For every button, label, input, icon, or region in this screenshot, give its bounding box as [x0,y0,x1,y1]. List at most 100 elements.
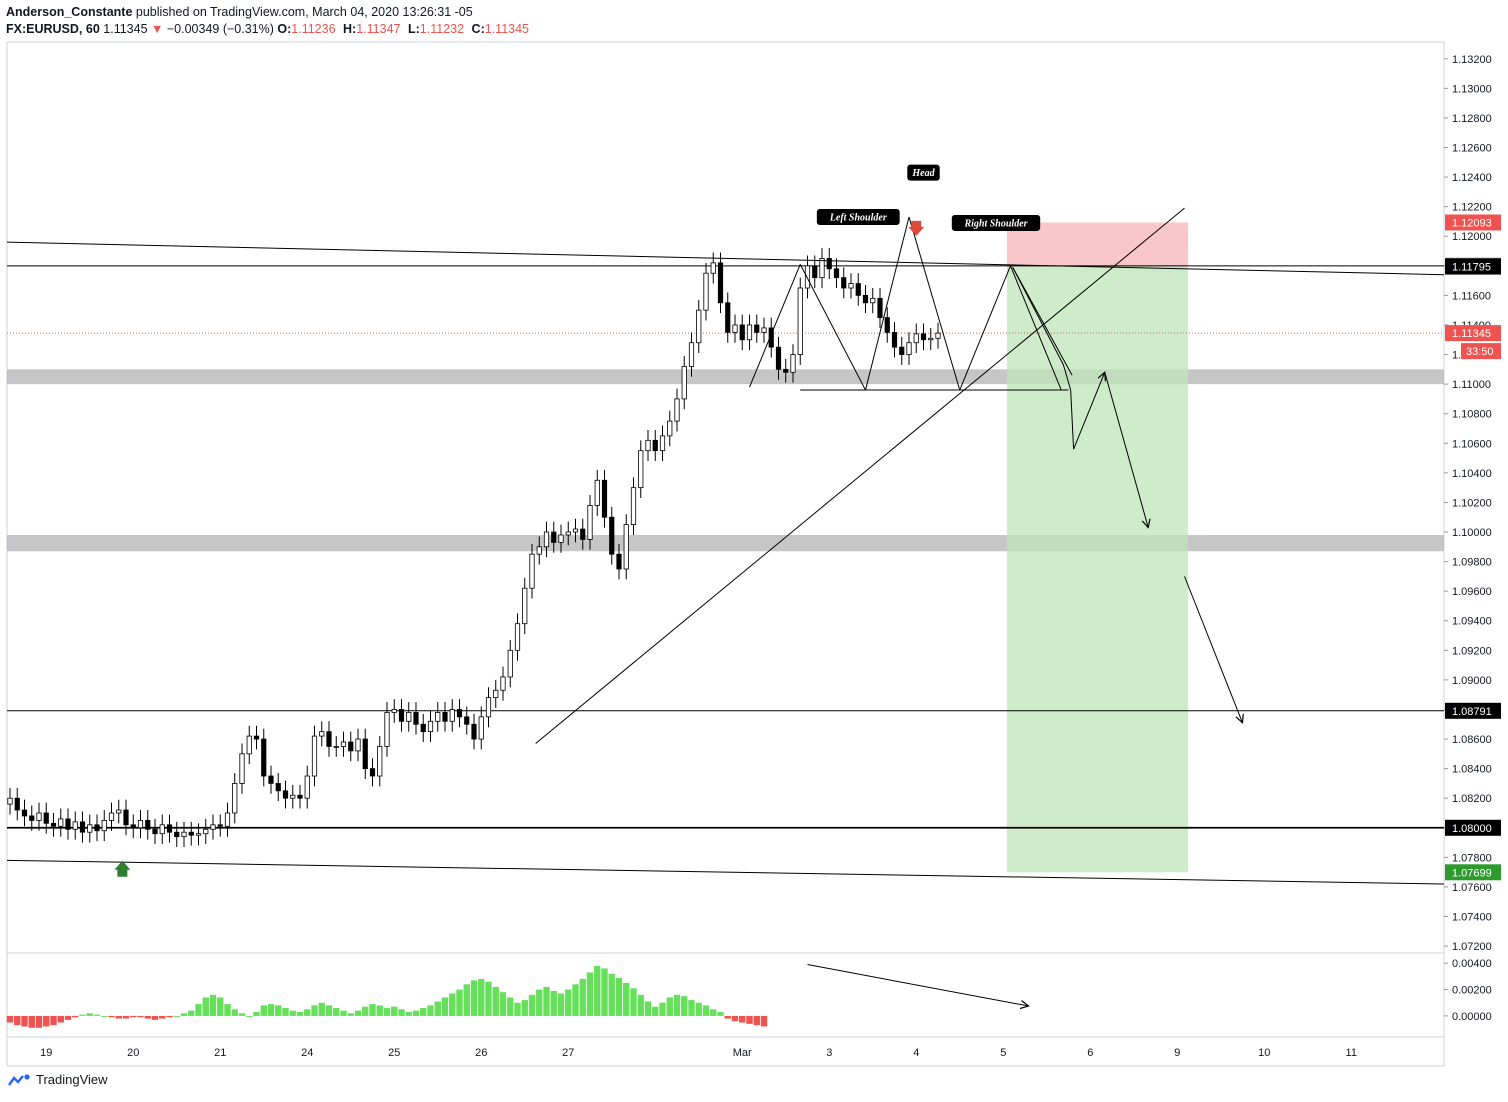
low-value: 1.11232 [419,22,465,36]
candle-body [348,741,354,752]
oscillator-bar [579,979,586,1016]
candle-body [427,720,434,733]
publish-line: Anderson_Constante published on TradingV… [6,4,533,21]
price-tick-label: 1.09600 [1452,586,1492,598]
candle-body [239,753,245,784]
oscillator-bar [405,1011,412,1016]
candle-body [870,297,876,304]
price-tick-label: 1.10200 [1452,497,1492,509]
candle-body [551,531,557,543]
oscillator-bar [50,1015,57,1026]
price-badge-bg-5 [1445,819,1501,836]
oscillator-bar [521,1000,528,1016]
projection-path-1 [1062,364,1072,391]
time-tick-label: 20 [127,1047,139,1059]
oscillator-bar [369,1004,376,1016]
pattern-label-0: Left Shoulder [829,213,887,224]
oscillator-bar [166,1015,173,1018]
symbol-label[interactable]: FX:EURUSD, 60 [6,22,100,36]
candle-body [739,324,745,341]
divergence-line [807,964,1029,1007]
rising-trendline [535,207,1185,744]
candle-body [108,812,115,821]
candle-body [391,709,397,713]
oscillator-bar [318,1002,325,1016]
time-tick-label: 3 [826,1047,832,1059]
price-badge-bg-3 [1445,325,1501,342]
oscillator-bar [79,1014,86,1016]
price-tick-label: 1.07600 [1452,882,1492,894]
price-tick-label: 1.07400 [1452,912,1492,924]
oscillator-bar [572,984,579,1016]
oscillator-bar [376,1005,383,1016]
oscillator-bar [108,1015,115,1018]
candle-body [232,783,238,814]
price-badge-5: 1.08000 [1452,823,1492,835]
candle-body [384,712,390,747]
price-tick-label: 1.09400 [1452,616,1492,628]
oscillator-bar [536,989,543,1016]
oscillator-bar [275,1005,282,1016]
candle-body [159,824,165,835]
candle-body [333,746,339,748]
oscillator-bar [528,994,536,1016]
price-badge-0: 1.12093 [1452,217,1492,229]
candle-body [703,272,709,311]
pattern-label-bg-0 [816,209,900,226]
oscillator-bar [427,1005,434,1016]
pattern-line-3 [908,216,961,391]
oscillator-bar [673,994,681,1016]
price-badge-bg-6 [1445,864,1501,881]
price-tick-label: 1.12600 [1452,143,1492,155]
candle-body [217,824,223,827]
oscillator-bar [710,1009,717,1016]
candle-body [848,283,854,289]
time-tick-label: 26 [475,1047,487,1059]
candle-body [478,716,484,740]
candle-body [449,709,455,722]
candle-body [659,435,666,452]
candle-body [420,723,426,733]
oscillator-bar [260,1005,267,1016]
candle-body [36,812,42,821]
candle-body [123,809,129,826]
tradingview-brand[interactable]: TradingView [36,1072,108,1087]
up-arrow-icon [114,860,131,877]
candle-body [290,794,296,799]
candle-body [630,487,637,526]
oscillator-bar [702,1005,710,1016]
candle-body [174,831,180,838]
candles [7,248,941,848]
candle-body [50,822,57,827]
time-tick-label: 6 [1087,1047,1093,1059]
candle-body [594,479,600,506]
candle-body [340,741,347,747]
candle-body [746,324,753,341]
candle-body [609,516,615,555]
candle-body [326,731,332,747]
final-target-arrow [1184,576,1243,722]
candle-body [790,354,796,373]
tradingview-logo-icon [8,1073,30,1086]
candle-body [456,709,463,718]
candle-body [920,333,927,341]
oscillator-bar [456,989,463,1016]
oscillator-bar [514,1002,521,1016]
oscillator-bar [362,1006,369,1016]
down-triangle-icon: ▼ [151,22,164,36]
oscillator-bar [695,1002,702,1016]
oscillator-bar [470,980,478,1016]
oscillator-bar [717,1011,724,1016]
oscillator-bar [325,1005,333,1016]
pattern-line-4 [959,265,1011,391]
candle-body [696,309,702,344]
price-badge-3: 1.11345 [1452,328,1491,340]
open-label: O: [277,22,292,36]
projection-path-2 [1070,390,1075,450]
author-name[interactable]: Anderson_Constante [6,5,133,19]
candle-body [841,277,847,289]
candle-body [580,528,586,540]
candle-body [732,324,738,333]
candle-body [804,265,811,289]
